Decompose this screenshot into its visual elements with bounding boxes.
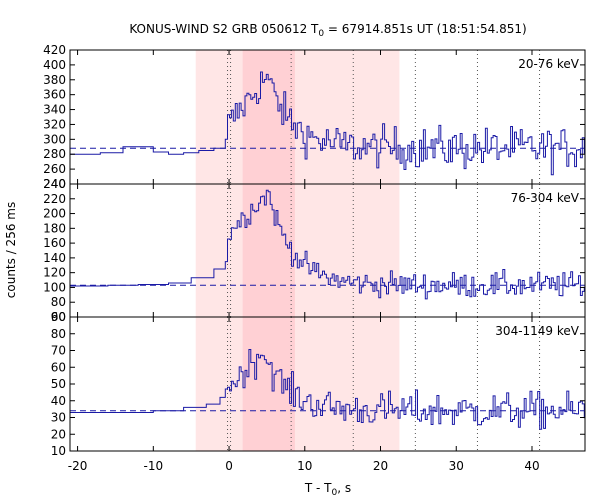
x-tick-label: 20 [373,459,388,473]
y-tick-label: 380 [43,73,66,87]
y-tick-label: 60 [51,360,66,374]
y-tick-label: 80 [51,327,66,341]
y-tick-label: 240 [43,177,66,191]
y-tick-label: 90 [51,310,66,324]
light-curve [70,71,585,176]
y-tick-label: 60 [51,310,66,324]
x-tick-label: 40 [524,459,539,473]
x-axis-title: T - T0, s [304,481,351,498]
band-label: 304-1149 keV [495,324,579,338]
y-tick-label: 70 [51,344,66,358]
shaded-interval [195,50,400,184]
y-tick-label: 160 [43,236,66,250]
y-tick-label: 400 [43,58,66,72]
y-tick-label: 260 [43,162,66,176]
y-tick-label: 360 [43,88,66,102]
shaded-interval [195,317,400,451]
x-tick-label: 30 [449,459,464,473]
x-tick-label: 10 [297,459,312,473]
x-tick-label: 0 [225,459,233,473]
y-tick-label: 300 [43,132,66,146]
x-tick-label: -10 [144,459,164,473]
y-tick-label: 280 [43,147,66,161]
shaded-interval [242,317,295,451]
band-label: 20-76 keV [518,57,580,71]
y-tick-label: 30 [51,411,66,425]
y-tick-label: 50 [51,377,66,391]
light-curve [70,349,585,430]
y-axis-title: counts / 256 ms [4,202,18,298]
chart-title: KONUS-WIND S2 GRB 050612 T0 = 67914.851s… [129,22,526,39]
y-tick-label: 320 [43,117,66,131]
y-tick-label: 200 [43,207,66,221]
band-label: 76-304 keV [511,191,580,205]
shaded-interval [242,184,295,317]
light-curve [70,189,585,300]
y-tick-label: 240 [43,177,66,191]
shaded-interval [242,50,295,184]
x-tick-label: -20 [68,459,88,473]
y-tick-label: 20 [51,427,66,441]
y-tick-label: 140 [43,251,66,265]
y-tick-label: 100 [43,280,66,294]
y-tick-label: 40 [51,394,66,408]
y-tick-label: 120 [43,266,66,280]
y-tick-label: 340 [43,103,66,117]
y-tick-label: 80 [51,295,66,309]
y-tick-label: 420 [43,43,66,57]
shaded-interval [195,184,400,317]
y-tick-label: 10 [51,444,66,458]
y-tick-label: 180 [43,221,66,235]
y-tick-label: 220 [43,192,66,206]
